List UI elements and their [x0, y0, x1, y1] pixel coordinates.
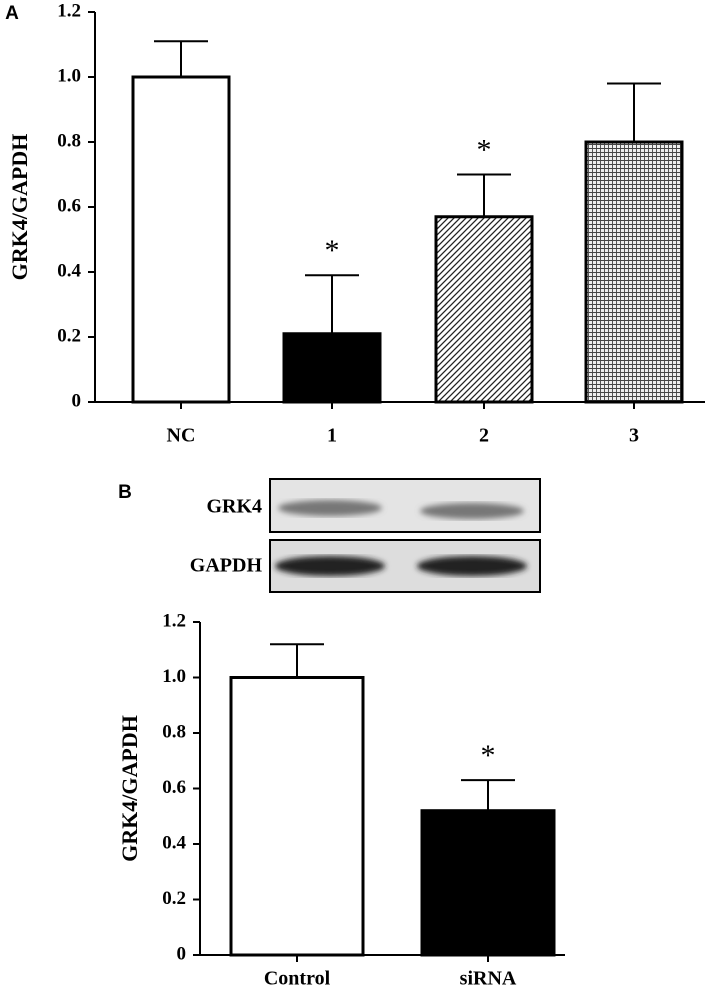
- x-tick-label: siRNA: [460, 968, 517, 990]
- blot-label: GRK4: [206, 496, 262, 518]
- y-tick-label: 1.0: [57, 65, 81, 86]
- panel-label: A: [5, 3, 19, 24]
- bar: [434, 215, 534, 404]
- y-tick-label: 0.4: [162, 832, 186, 853]
- y-tick-label: 0: [177, 943, 187, 964]
- bar: [282, 332, 382, 404]
- x-tick-label: NC: [167, 425, 196, 447]
- significance-marker: *: [325, 234, 340, 267]
- y-tick-label: 0.2: [57, 325, 81, 346]
- error-bar: [154, 40, 208, 77]
- blot-image: [269, 478, 541, 593]
- significance-marker: *: [481, 739, 496, 772]
- blot-label: GAPDH: [190, 555, 263, 577]
- x-tick-label: 1: [327, 425, 337, 447]
- y-tick-label: 0.2: [162, 888, 186, 909]
- y-tick-label: 1.2: [57, 0, 81, 21]
- error-bar: [457, 173, 511, 217]
- bar: [131, 75, 231, 404]
- error-bar: [270, 643, 324, 678]
- bar: [420, 809, 556, 957]
- x-tick-label: 3: [629, 425, 639, 447]
- y-tick-label: 0: [72, 390, 82, 411]
- y-tick-label: 1.2: [162, 610, 186, 631]
- y-tick-label: 0.8: [162, 721, 186, 742]
- error-bar: [461, 779, 515, 811]
- y-tick-label: 0.6: [162, 777, 186, 798]
- bar: [229, 676, 365, 957]
- y-axis-label: GRK4/GAPDH: [117, 715, 142, 862]
- error-bar: [607, 82, 661, 142]
- y-tick-label: 0.6: [57, 195, 81, 216]
- x-tick-label: 2: [479, 425, 489, 447]
- y-tick-label: 0.8: [57, 130, 81, 151]
- error-bar: [305, 274, 359, 334]
- y-tick-label: 0.4: [57, 260, 81, 281]
- y-axis-label: GRK4/GAPDH: [7, 134, 32, 281]
- panel-label: B: [118, 482, 132, 503]
- y-tick-label: 1.0: [162, 666, 186, 687]
- significance-marker: *: [477, 133, 492, 166]
- x-tick-label: Control: [264, 968, 331, 990]
- bar: [584, 140, 684, 404]
